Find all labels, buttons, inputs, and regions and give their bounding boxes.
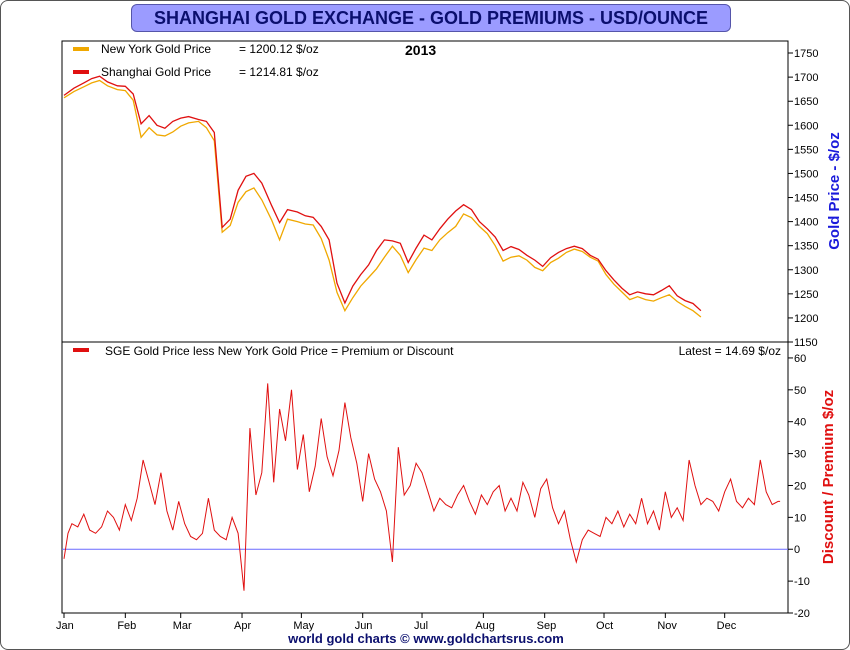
series-line-new-york [63,79,702,318]
top-y-tick-label: 1750 [794,48,818,60]
bottom-y-tick-label: 50 [794,385,806,397]
x-tick-label-sep: Sep [537,620,557,632]
top-y-tick-label: 1300 [794,265,818,277]
x-tick-label-nov: Nov [657,620,677,632]
top-y-tick-label: 1200 [794,313,818,325]
x-tick-label-may: May [293,620,314,632]
chart-year-label: 2013 [405,42,436,58]
bottom-y-tick-label: 0 [794,544,800,556]
bottom-y-tick-label: 60 [794,353,806,365]
legend-swatch-shanghai [73,70,89,74]
latest-premium-label: Latest = 14.69 $/oz [679,344,781,358]
x-tick-label-feb: Feb [117,620,136,632]
bottom-y-tick-label: 30 [794,449,806,461]
bottom-y-tick-label: -10 [794,576,810,588]
top-y-axis-title: Gold Price - $/oz [826,132,843,250]
top-y-tick-label: 1400 [794,217,818,229]
top-y-tick-label: 1650 [794,96,818,108]
bottom-y-tick-label: -20 [794,608,810,620]
legend-label-new-york: New York Gold Price [101,42,211,56]
top-y-tick-label: 1550 [794,144,818,156]
legend-value-shanghai: = 1214.81 $/oz [239,65,319,79]
x-tick-label-oct: Oct [596,620,613,632]
x-tick-label-jan: Jan [56,620,74,632]
top-plot-area [61,40,789,343]
page-title: SHANGHAI GOLD EXCHANGE - GOLD PREMIUMS -… [153,8,709,28]
bottom-y-tick-label: 20 [794,480,806,492]
x-tick-label-mar: Mar [173,620,192,632]
footer-credit: world gold charts © www.goldchartsrus.co… [288,631,564,646]
bottom-y-tick-label: 40 [794,417,806,429]
x-tick-label-jun: Jun [355,620,373,632]
series-line-premium [63,383,781,591]
top-y-tick-label: 1500 [794,168,818,180]
bottom-y-axis-title: Discount / Premium $/oz [820,390,837,564]
top-y-tick-label: 1450 [794,193,818,205]
legend-swatch-premium [73,348,89,352]
top-y-tick-label: 1250 [794,289,818,301]
series-line-shanghai [63,75,702,312]
bottom-y-ticks: -20 -10 0 10 20 30 40 50 60 [788,353,810,620]
legend-label-premium: SGE Gold Price less New York Gold Price … [105,344,454,358]
top-y-tick-label: 1600 [794,120,818,132]
top-y-tick-label: 1350 [794,241,818,253]
x-tick-label-apr: Apr [234,620,251,632]
bottom-y-tick-label: 10 [794,512,806,524]
top-y-tick-label: 1700 [794,72,818,84]
x-axis-ticks: Jan Feb Mar Apr May Jun Jul Aug Sep Oct Nov Dec [56,613,737,632]
x-tick-label-aug: Aug [475,620,495,632]
legend-swatch-new-york [73,47,89,51]
bottom-plot-area [61,341,789,614]
x-tick-label-dec: Dec [717,620,737,632]
legend-value-new-york: = 1200.12 $/oz [239,42,319,56]
top-y-tick-label: 1150 [794,337,818,349]
legend-label-shanghai: Shanghai Gold Price [101,65,211,79]
title-banner: SHANGHAI GOLD EXCHANGE - GOLD PREMIUMS -… [131,4,731,32]
x-tick-label-jul: Jul [414,620,428,632]
top-y-ticks: 1150 1200 1250 1300 1350 1400 1450 1500 1550 1600… [788,48,818,349]
